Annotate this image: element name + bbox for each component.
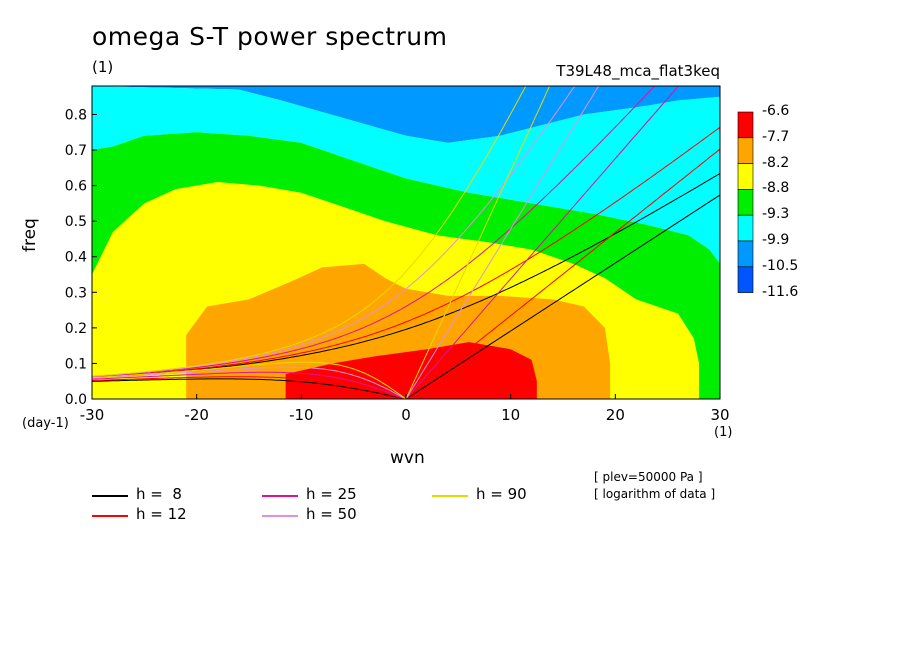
x-tick-label: 30	[710, 406, 729, 424]
colorbar-label: -6.6	[762, 103, 790, 119]
colorbar-label: -9.3	[762, 206, 790, 223]
dispersion-curve-h90-kelvin	[405, 86, 551, 399]
legend-label: h = 90	[476, 485, 527, 503]
contour-region-1	[92, 86, 720, 143]
legend-swatch	[262, 515, 298, 517]
dispersion-curve-h8-rossby	[92, 378, 407, 399]
dispersion-curve-h90-rossby	[92, 361, 407, 399]
contour-region-2	[92, 86, 720, 264]
legend-label: h = 25	[306, 485, 357, 503]
colorbar-label: -10.5	[762, 257, 799, 274]
x-tick-label: -20	[184, 406, 209, 424]
colorbar-swatch	[737, 266, 754, 293]
colorbar-swatch	[737, 163, 754, 190]
legend-label: h = 50	[306, 505, 357, 523]
x-unit-label: (1)	[714, 425, 733, 440]
colorbar-swatch	[737, 189, 754, 216]
chart-title: omega S-T power spectrum	[92, 22, 448, 51]
x-tick-label: 20	[606, 406, 625, 424]
x-tick-label: 0	[401, 406, 411, 424]
dispersion-curve-h25-rossby	[92, 371, 407, 399]
y-tick-label: 0.4	[65, 250, 87, 266]
y-tick-label: 0.7	[65, 143, 87, 159]
dispersion-curve-h12-kelvin	[405, 148, 720, 399]
dispersion-curve-h25-mrg	[92, 86, 656, 378]
x-axis-label: wvn	[390, 448, 425, 468]
run-id: T39L48_mca_flat3keq	[556, 62, 720, 80]
y-tick-label: 0.0	[65, 392, 87, 408]
y-tick-label: 0.6	[65, 179, 87, 195]
y-tick-label: 0.5	[65, 214, 87, 230]
y-unit-label: (day-1)	[22, 416, 69, 431]
chart-subtitle: (1)	[92, 58, 114, 76]
legend-swatch	[92, 495, 128, 497]
legend-label: h = 8	[136, 485, 182, 503]
dispersion-curve-h50-rossby	[92, 366, 407, 399]
y-tick-label: 0.3	[65, 285, 87, 301]
note-plev: [ plev=50000 Pa ]	[594, 470, 703, 484]
y-tick-label: 0.8	[65, 107, 87, 123]
dispersion-curve-h12-rossby	[92, 376, 407, 399]
dispersion-curve-h50-kelvin	[405, 86, 600, 399]
colorbar-swatch	[737, 111, 754, 139]
dispersion-curve-h90-mrg	[92, 86, 527, 377]
legend-label: h = 12	[136, 505, 187, 523]
legend-swatch	[432, 495, 468, 497]
dispersion-curve-h50-mrg	[92, 86, 576, 377]
colorbar-swatch	[737, 137, 754, 164]
dispersion-curve-h25-kelvin	[405, 86, 680, 399]
x-tick-label: -10	[289, 406, 314, 424]
colorbar-swatch	[737, 240, 754, 268]
contour-region-6	[285, 342, 537, 399]
y-axis-label: freq	[20, 218, 40, 252]
x-tick-label: -30	[80, 406, 105, 424]
dispersion-curve-h12-mrg	[92, 126, 720, 378]
x-tick-label: 10	[501, 406, 520, 424]
note-log: [ logarithm of data ]	[594, 487, 716, 501]
y-tick-label: 0.2	[65, 321, 87, 337]
colorbar-label: -9.9	[762, 232, 790, 248]
colorbar-label: -8.8	[762, 180, 790, 197]
dispersion-curve-h8-kelvin	[405, 194, 720, 399]
legend-swatch	[262, 495, 298, 497]
colorbar-label: -7.7	[762, 128, 790, 145]
colorbar-label: -11.6	[762, 283, 799, 300]
y-tick-label: 0.1	[65, 356, 87, 372]
legend-swatch	[92, 515, 128, 517]
colorbar-label: -8.2	[762, 154, 790, 171]
colorbar-swatch	[737, 214, 754, 242]
